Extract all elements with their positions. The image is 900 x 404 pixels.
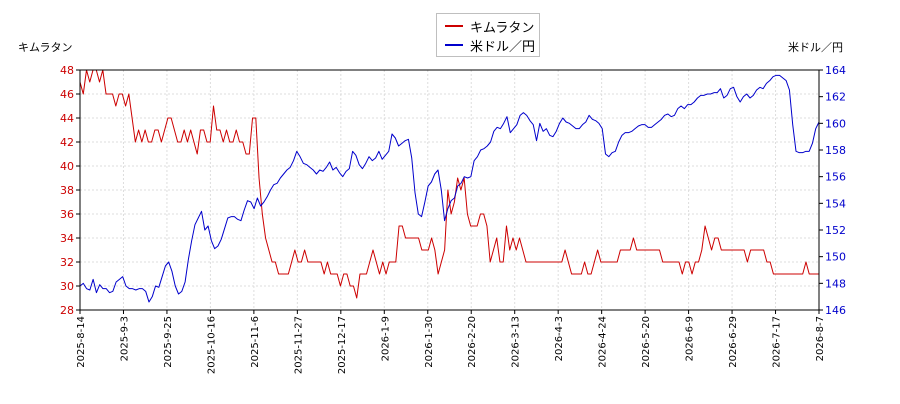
legend-label-usdjpy: 米ドル／円 (470, 39, 536, 55)
x-tick-label: 2025-9-25 (163, 316, 174, 368)
right-tick-label: 160 (825, 117, 846, 130)
right-axis: 146 148 150 152 154 156 158 160 162 164 (819, 64, 846, 317)
left-tick-label: 44 (60, 112, 74, 125)
right-tick-label: 150 (825, 251, 846, 264)
series-line-kimuratan (79, 69, 819, 299)
x-tick-label: 2026-4-3 (554, 316, 565, 361)
right-tick-label: 148 (825, 277, 846, 290)
x-tick-label: 2025-10-16 (206, 316, 217, 374)
left-tick-label: 30 (60, 280, 74, 293)
series-layer (79, 69, 820, 303)
x-tick-label: 2026-1-30 (424, 316, 435, 368)
legend-item-kimuratan: キムラタン (445, 17, 535, 36)
x-axis: 2025-8-14 2025-9-3 2025-9-25 2025-10-16 2025… (76, 310, 826, 374)
left-tick-label: 40 (60, 160, 74, 173)
x-tick-label: 2025-12-17 (337, 316, 348, 374)
x-tick-label: 2026-2-20 (467, 316, 478, 368)
right-tick-label: 162 (825, 91, 846, 104)
left-tick-label: 46 (60, 88, 74, 101)
left-tick-label: 36 (60, 208, 74, 221)
left-tick-label: 32 (60, 256, 74, 269)
x-tick-label: 2025-11-6 (250, 316, 261, 368)
x-tick-label: 2026-4-24 (598, 316, 609, 368)
legend-swatch-blue (445, 44, 463, 46)
series-line-usdjpy (79, 74, 820, 303)
right-tick-label: 164 (825, 64, 846, 77)
x-tick-label: 2025-11-27 (293, 316, 304, 374)
legend-item-usdjpy: 米ドル／円 (445, 36, 536, 55)
right-tick-label: 156 (825, 171, 846, 184)
x-tick-label: 2026-1-9 (380, 316, 391, 361)
grid-layer (79, 69, 820, 311)
x-tick-label: 2026-7-17 (772, 316, 783, 368)
right-tick-label: 152 (825, 224, 846, 237)
x-tick-label: 2025-9-3 (119, 316, 130, 361)
left-axis: 28 30 32 34 36 38 40 42 44 46 48 (60, 64, 80, 317)
legend: キムラタン 米ドル／円 (436, 13, 540, 57)
x-tick-label: 2025-8-14 (76, 316, 87, 368)
legend-label-kimuratan: キムラタン (470, 20, 535, 36)
legend-swatch-red (445, 25, 463, 27)
right-axis-title: 米ドル／円 (788, 41, 843, 54)
left-tick-label: 48 (60, 64, 74, 77)
right-tick-label: 146 (825, 304, 846, 317)
x-tick-label: 2026-8-7 (815, 316, 826, 361)
left-tick-label: 42 (60, 136, 74, 149)
left-tick-label: 38 (60, 184, 74, 197)
x-tick-label: 2026-3-13 (511, 316, 522, 368)
x-tick-label: 2026-6-9 (685, 316, 696, 361)
left-axis-title: キムラタン (18, 41, 73, 54)
right-tick-label: 158 (825, 144, 846, 157)
x-tick-label: 2026-6-29 (728, 316, 739, 368)
right-tick-label: 154 (825, 197, 846, 210)
left-tick-label: 28 (60, 304, 74, 317)
x-tick-label: 2026-5-20 (641, 316, 652, 368)
left-tick-label: 34 (60, 232, 74, 245)
